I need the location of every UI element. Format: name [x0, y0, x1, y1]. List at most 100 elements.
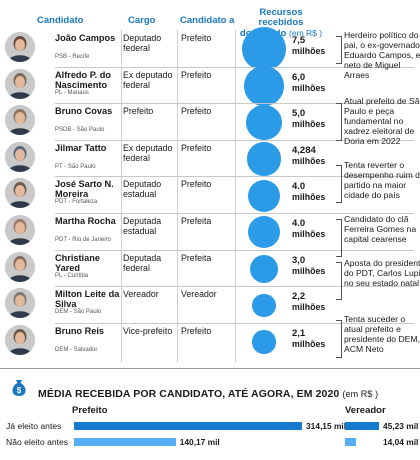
header-candidato-a: Candidato a: [180, 15, 235, 26]
row-divider: [55, 249, 414, 251]
prefeito-bar-value: 314,15 mil: [306, 421, 347, 431]
value-label: 2,1 milhões: [292, 328, 325, 349]
candidate-party: PT - São Paulo: [55, 163, 96, 170]
value-circle: [247, 216, 281, 249]
value-label: 3,0 milhões: [292, 254, 325, 276]
svg-text:$: $: [17, 386, 22, 395]
value-circle: [252, 330, 276, 354]
avatar: [5, 68, 35, 99]
value-label: 6,0 milhões: [292, 72, 326, 93]
candidate-name: Jilmar Tatto: [55, 142, 107, 153]
value-unit: milhões: [292, 229, 326, 239]
bar-category-label: Não eleito antes: [6, 437, 69, 447]
section-divider: [0, 368, 420, 369]
note-bracket: [336, 219, 342, 257]
value-circle: [247, 142, 281, 176]
header-candidato: Candidato: [37, 15, 84, 26]
value-unit: milhões: [292, 82, 326, 93]
value-label: 7,5 milhões: [292, 35, 326, 57]
candidate-cargo: Deputado federal: [123, 33, 162, 53]
candidate-party: DEM - Salvador: [55, 346, 98, 353]
candidate-party: PSB - Recife: [55, 54, 90, 60]
candidate-name: José Sarto N. Moreira: [55, 179, 114, 200]
candidate-cargo: Deputada federal: [123, 252, 162, 273]
candidate-name: Bruno Covas: [55, 106, 113, 117]
prefeito-bar-value: 140,17 mil: [179, 437, 220, 447]
candidate-candidato-a: Prefeito: [181, 325, 212, 336]
candidate-candidato-a: Prefeito: [181, 33, 212, 43]
value-number: 2,2: [292, 291, 306, 303]
candidate-note: Tenta reverter o desempenho ruim do part…: [344, 160, 420, 200]
candidate-candidato-a: Vereador: [181, 289, 217, 300]
candidate-row: Christiane Yared PL - Curitiba Deputada fe…: [0, 250, 420, 286]
vereador-header: Vereador: [345, 405, 386, 416]
candidate-note: Herdeiro político do pai, o ex-governado…: [344, 30, 420, 80]
section-title-text: MÉDIA RECEBIDA POR CANDIDATO, ATÉ AGORA,…: [38, 388, 340, 400]
candidate-name: Milton Leite da Silva: [55, 289, 120, 310]
prefeito-bar: [74, 422, 302, 430]
candidate-party: PL - Manaus: [55, 89, 89, 96]
candidate-row: Bruno Reis DEM - Salvador Vice-prefeito Pre…: [0, 323, 420, 359]
candidate-note: Aposta do presidente do PDT, Carlos Lupi…: [344, 258, 420, 288]
candidate-name: Martha Rocha: [55, 216, 116, 226]
section-title: MÉDIA RECEBIDA POR CANDIDATO, ATÉ AGORA,…: [38, 388, 378, 400]
candidate-row: Jilmar Tatto PT - São Paulo Ex deputado fe…: [0, 140, 420, 176]
value-unit: milhões: [292, 119, 326, 130]
avatar: [5, 105, 35, 136]
value-number: 5,0: [292, 108, 306, 120]
value-number: 4.0: [292, 218, 306, 229]
note-bracket: [336, 262, 342, 300]
candidate-party: DEM - São Paulo: [55, 309, 102, 316]
value-unit: milhões: [292, 46, 326, 56]
value-number: 7,5: [292, 35, 306, 46]
vereador-bar: [345, 438, 356, 446]
value-circle: [246, 104, 282, 141]
candidate-note: Atual prefeito de São Paulo e peça funda…: [344, 96, 420, 146]
note-bracket: [336, 103, 342, 141]
money-bag-icon: $: [12, 380, 26, 396]
section-unit: (em R$ ): [342, 389, 379, 399]
candidate-cargo: Vice-prefeito: [123, 325, 173, 336]
candidate-cargo: Deputado estadual: [123, 179, 162, 200]
row-divider: [55, 286, 414, 288]
row-divider: [55, 322, 414, 324]
row-divider: [55, 213, 414, 214]
candidate-party: PSDB - São Paulo: [55, 127, 105, 134]
header-recursos-unit: (em R$ ): [289, 27, 323, 38]
value-label: 5,0 milhões: [292, 108, 326, 130]
note-bracket: [336, 165, 342, 203]
value-label: 4.0 milhões: [292, 218, 326, 240]
candidate-candidato-a: Prefeita: [181, 252, 212, 263]
value-label: 4.0 milhões: [292, 181, 325, 203]
row-divider: [55, 66, 414, 68]
candidate-cargo: Ex deputado federal: [123, 142, 173, 163]
candidate-party: PL - Curitiba: [55, 272, 89, 279]
candidate-note: Tenta suceder o atual prefeito e preside…: [344, 314, 420, 354]
value-number: 3,0: [292, 254, 306, 266]
value-unit: milhões: [292, 302, 326, 313]
value-circle: [252, 293, 276, 318]
avatar: [5, 251, 35, 282]
candidate-cargo: Vereador: [123, 289, 159, 300]
row-divider: [55, 176, 414, 178]
value-number: 4,284: [292, 144, 316, 156]
avatar: [5, 178, 35, 209]
candidate-candidato-a: Prefeito: [181, 106, 212, 117]
avatar: [5, 288, 35, 319]
vereador-bar-value: 45,23 mil: [383, 421, 419, 431]
value-circle: [250, 254, 278, 283]
candidate-cargo: Deputada estadual: [123, 216, 162, 236]
note-bracket: [336, 36, 342, 64]
candidate-name: Alfredo P. do Nascimento: [55, 69, 111, 90]
prefeito-bar: [74, 438, 176, 446]
candidate-name: João Campos: [55, 33, 116, 43]
column-separator: [177, 30, 178, 362]
value-label: 2,2 milhões: [292, 291, 326, 313]
candidate-row: Martha Rocha PDT - Rio de Janeiro Deputada…: [0, 213, 420, 249]
note-bracket: [336, 320, 342, 358]
candidate-cargo: Ex deputado federal: [123, 69, 173, 90]
candidate-cargo: Prefeito: [123, 106, 154, 117]
candidate-row: João Campos PSB - Recife Deputado federal P…: [0, 30, 420, 66]
candidate-row: Alfredo P. do Nascimento PL - Manaus Ex de…: [0, 67, 420, 103]
value-number: 4.0: [292, 181, 306, 193]
